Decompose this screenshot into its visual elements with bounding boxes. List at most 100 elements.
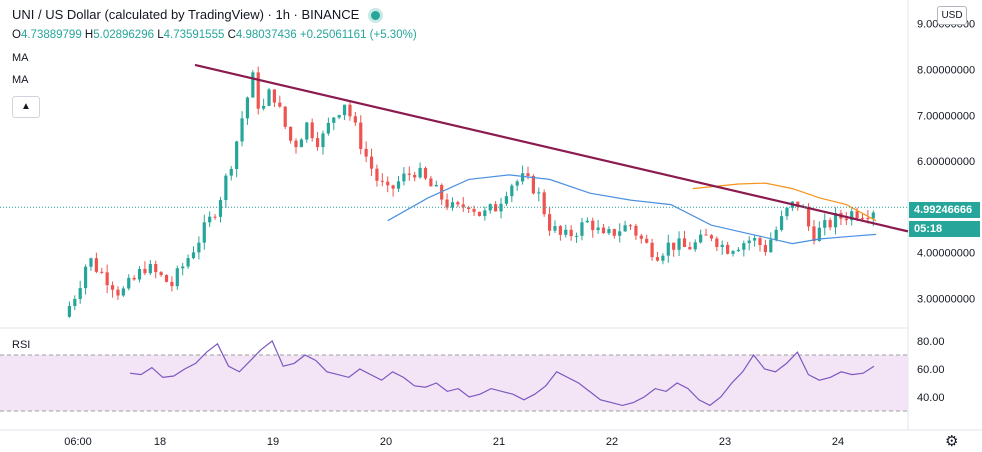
candle-body bbox=[553, 226, 557, 231]
last-price-tag: 4.99246666 bbox=[909, 202, 980, 218]
candle-body bbox=[461, 204, 465, 208]
candle-body bbox=[677, 238, 681, 250]
candle-body bbox=[229, 169, 233, 176]
candle-body bbox=[121, 288, 125, 296]
candle-body bbox=[175, 268, 179, 287]
candle-body bbox=[526, 173, 530, 176]
candle-body bbox=[83, 266, 88, 289]
candle-body bbox=[726, 244, 730, 254]
candle-body bbox=[564, 229, 568, 235]
candle-body bbox=[267, 89, 271, 106]
candle-body bbox=[100, 271, 104, 273]
candle-body bbox=[693, 242, 697, 250]
candle-body bbox=[159, 272, 163, 276]
collapse-indicators-button[interactable]: ▲ bbox=[12, 96, 40, 118]
ohlc-open-label: O bbox=[12, 29, 21, 41]
candle-body bbox=[326, 122, 330, 134]
candle-body bbox=[720, 244, 724, 248]
candle-body bbox=[601, 227, 606, 234]
candle-body bbox=[515, 181, 519, 186]
ohlc-low: 4.73591555 bbox=[163, 29, 225, 41]
candle-body bbox=[305, 122, 309, 140]
candle-body bbox=[682, 238, 687, 248]
ohlc-high-label: H bbox=[84, 29, 94, 41]
candle-body bbox=[208, 216, 212, 223]
candle-body bbox=[655, 257, 660, 261]
candle-body bbox=[688, 247, 692, 250]
ma-indicator-1-label[interactable]: MA bbox=[12, 52, 29, 64]
rsi-band-fill bbox=[0, 355, 908, 411]
candle-body bbox=[402, 173, 406, 182]
candle-body bbox=[585, 220, 589, 223]
candle-body bbox=[348, 104, 352, 117]
candle-body bbox=[310, 122, 314, 139]
ma-indicator-2-label[interactable]: MA bbox=[12, 74, 29, 86]
y-tick-label: 8.00000000 bbox=[917, 65, 975, 77]
candle-body bbox=[672, 242, 676, 250]
candle-body bbox=[429, 178, 433, 187]
candle-body bbox=[769, 239, 773, 253]
candle-body bbox=[645, 238, 649, 243]
candle-body bbox=[828, 220, 832, 228]
candle-body bbox=[844, 218, 848, 221]
symbol-text: UNI / US Dollar (calculated by TradingVi… bbox=[12, 7, 360, 22]
candle-body bbox=[704, 234, 708, 236]
candle-body bbox=[736, 249, 741, 252]
candle-body bbox=[240, 118, 244, 142]
candle-body bbox=[521, 173, 525, 182]
rsi-label[interactable]: RSI bbox=[12, 339, 31, 351]
gear-icon[interactable]: ⚙ bbox=[945, 433, 959, 450]
candle-body bbox=[467, 207, 471, 209]
candle-body bbox=[218, 200, 223, 217]
candle-body bbox=[299, 139, 303, 148]
candle-body bbox=[796, 201, 800, 207]
candle-body bbox=[391, 185, 395, 189]
candle-body bbox=[742, 243, 746, 250]
candle-body bbox=[423, 167, 428, 179]
x-tick-label: 20 bbox=[380, 436, 392, 448]
candle-body bbox=[105, 272, 109, 286]
candle-body bbox=[542, 192, 546, 215]
candle-body bbox=[753, 238, 757, 241]
candle-body bbox=[661, 255, 665, 261]
candle-body bbox=[574, 235, 579, 237]
candle-body bbox=[709, 235, 714, 239]
candle-body bbox=[456, 202, 460, 205]
candle-body bbox=[860, 218, 865, 220]
x-tick-label: 22 bbox=[606, 436, 618, 448]
candle-body bbox=[758, 238, 762, 246]
currency-button[interactable]: USD bbox=[937, 6, 967, 25]
x-tick-label: 18 bbox=[154, 436, 166, 448]
candle-body bbox=[434, 184, 438, 187]
candle-body bbox=[747, 240, 751, 244]
rsi-tick-label: 40.00 bbox=[917, 392, 945, 404]
candle-body bbox=[289, 126, 293, 141]
x-tick-label: 06:00 bbox=[64, 436, 92, 448]
candle-body bbox=[127, 277, 131, 289]
y-tick-label: 3.00000000 bbox=[917, 294, 975, 306]
candle-body bbox=[67, 306, 71, 317]
candle-body bbox=[262, 105, 266, 109]
candle-body bbox=[504, 196, 509, 204]
ohlc-readout: O4.73889799 H5.02896296 L4.73591555 C4.9… bbox=[12, 29, 417, 41]
candle-body bbox=[353, 116, 357, 123]
candle-body bbox=[806, 206, 811, 227]
candle-body bbox=[396, 181, 401, 189]
candle-body bbox=[337, 115, 341, 118]
candle-body bbox=[483, 210, 487, 217]
candle-body bbox=[213, 216, 217, 218]
rsi-line bbox=[129, 340, 875, 407]
candle-body bbox=[170, 281, 174, 287]
candle-body bbox=[359, 122, 363, 149]
ohlc-close: 4.98037436 bbox=[235, 29, 297, 41]
candle-body bbox=[332, 117, 336, 123]
candle-body bbox=[315, 138, 320, 148]
x-tick-label: 21 bbox=[493, 436, 505, 448]
candle-body bbox=[235, 141, 239, 170]
countdown-tag: 05:18 bbox=[909, 221, 980, 237]
candle-body bbox=[197, 242, 201, 253]
candle-body bbox=[763, 245, 767, 253]
ohlc-change: +0.25061161 (+5.30%) bbox=[299, 29, 417, 41]
x-tick-label: 24 bbox=[832, 436, 844, 448]
